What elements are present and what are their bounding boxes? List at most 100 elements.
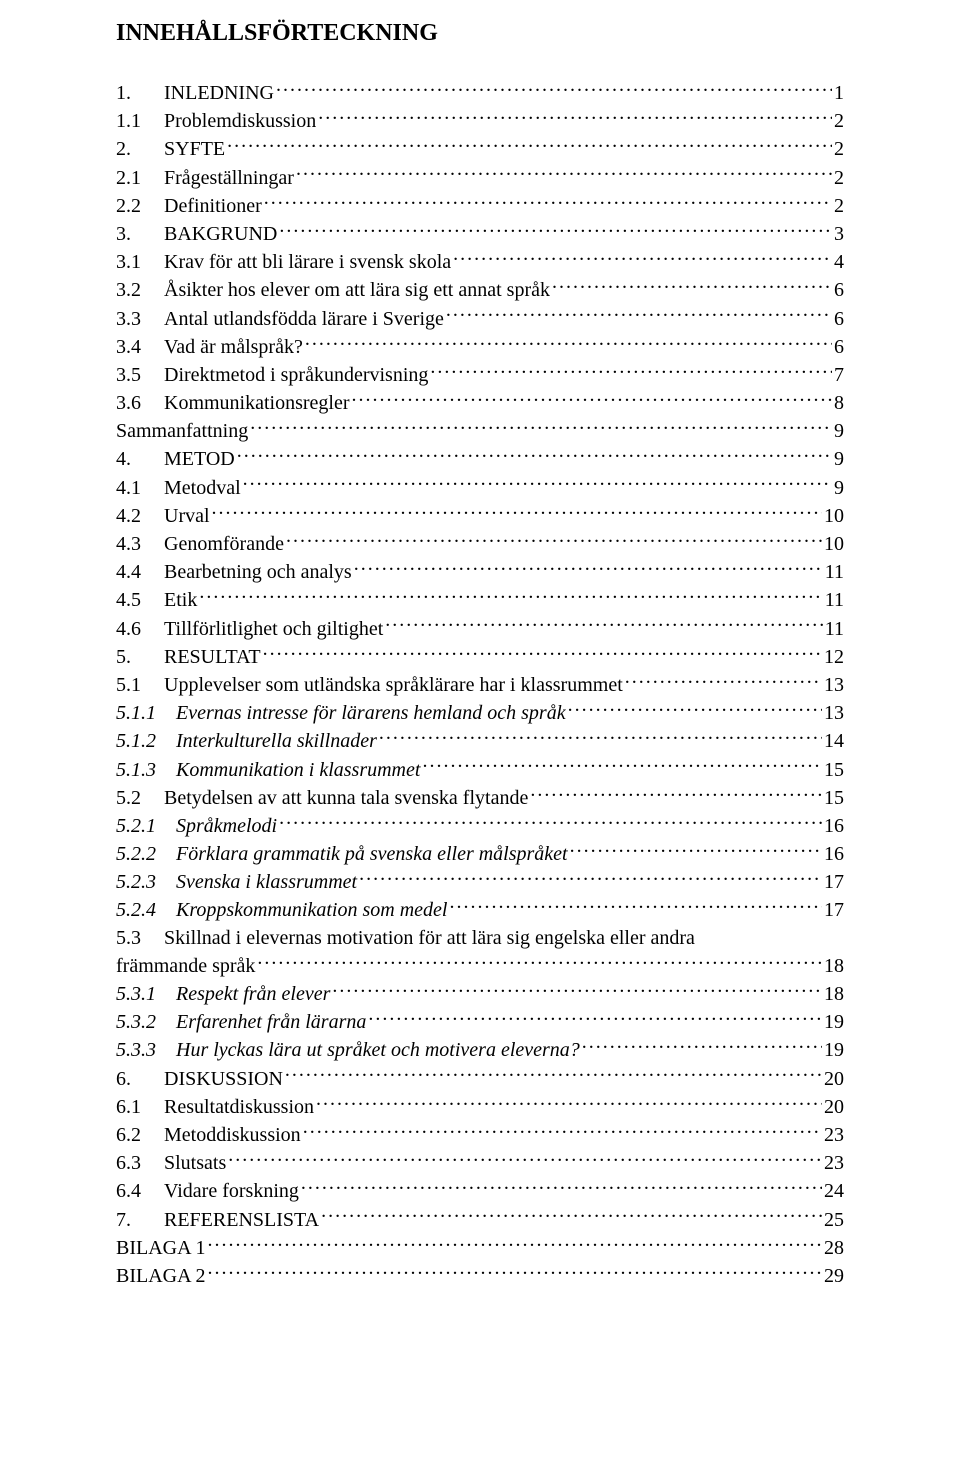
toc-leader	[250, 417, 832, 437]
toc-row: 6.4Vidare forskning 24	[116, 1177, 844, 1205]
toc-row: 5.2.3Svenska i klassrummet17	[116, 868, 844, 896]
toc-leader	[422, 756, 822, 776]
toc-text: Kroppskommunikation som medel	[176, 897, 447, 924]
toc-number: 3.6	[116, 390, 164, 417]
toc-text: Bearbetning och analys	[164, 559, 352, 586]
toc-number: 3.3	[116, 306, 164, 333]
toc-text: Evernas intresse för lärarens hemland oc…	[176, 700, 566, 727]
toc-page: 19	[824, 1037, 844, 1064]
toc-leader	[257, 952, 822, 972]
toc-row: 3.BAKGRUND3	[116, 220, 844, 248]
toc-leader	[332, 980, 822, 1000]
toc-page: 2	[834, 193, 844, 220]
toc-leader	[354, 558, 823, 578]
toc-text: Kommunikationsregler	[164, 390, 350, 417]
toc-number: 5.2	[116, 785, 164, 812]
toc-number: 6.4	[116, 1178, 164, 1205]
toc-row: 6.1Resultatdiskussion20	[116, 1093, 844, 1121]
toc-number: 5.2.4	[116, 897, 176, 924]
toc-text: RESULTAT	[164, 644, 261, 671]
toc-row: 5.2.4Kroppskommunikation som medel17	[116, 896, 844, 924]
toc-page: 11	[825, 559, 844, 586]
toc-number: 7.	[116, 1207, 164, 1234]
toc-page: 10	[824, 531, 844, 558]
toc-text: Skillnad i elevernas motivation för att …	[164, 925, 695, 952]
toc-text: BILAGA 2	[116, 1263, 205, 1290]
toc-text: Åsikter hos elever om att lära sig ett a…	[164, 277, 550, 304]
toc-leader	[352, 389, 832, 409]
toc-row: 3.4Vad är målspråk?6	[116, 333, 844, 361]
toc-leader	[582, 1036, 822, 1056]
toc-leader	[318, 107, 832, 127]
toc-row: 3.1Krav för att bli lärare i svensk skol…	[116, 248, 844, 276]
toc-page: 2	[834, 165, 844, 192]
toc-text: Förklara grammatik på svenska eller måls…	[176, 841, 568, 868]
toc-row: BILAGA 128	[116, 1234, 844, 1262]
toc-number: 6.3	[116, 1150, 164, 1177]
toc-row: 2.1Frågeställningar2	[116, 164, 844, 192]
toc-page: 29	[824, 1263, 844, 1290]
toc-leader	[301, 1177, 822, 1197]
toc-row: 4.6Tillförlitlighet och giltighet11	[116, 615, 844, 643]
toc-page: 13	[824, 672, 844, 699]
toc-number: 4.	[116, 446, 164, 473]
toc-page: 12	[824, 644, 844, 671]
toc-text: Betydelsen av att kunna tala svenska fly…	[164, 785, 528, 812]
toc-page: 13	[824, 700, 844, 727]
toc-page: 14	[824, 728, 844, 755]
toc-text: Resultatdiskussion	[164, 1094, 314, 1121]
toc-leader	[305, 333, 832, 353]
toc-page: 20	[824, 1066, 844, 1093]
toc-page: 25	[824, 1207, 844, 1234]
toc-row: 5.2.2Förklara grammatik på svenska eller…	[116, 840, 844, 868]
toc-page: 10	[824, 503, 844, 530]
toc-number: 5.2.1	[116, 813, 176, 840]
toc-text: INLEDNING	[164, 80, 274, 107]
toc-text: Antal utlandsfödda lärare i Sverige	[164, 306, 444, 333]
toc-row: 6.DISKUSSION20	[116, 1065, 844, 1093]
toc-leader	[285, 1065, 822, 1085]
toc-row: 6.3Slutsats23	[116, 1149, 844, 1177]
page: INNEHÅLLSFÖRTECKNING 1.INLEDNING11.1Prob…	[0, 0, 960, 1476]
toc-text: Vidare forskning	[164, 1178, 299, 1205]
toc-page: 16	[824, 813, 844, 840]
toc-text: Slutsats	[164, 1150, 226, 1177]
toc-leader	[385, 615, 822, 635]
toc-number: 4.1	[116, 475, 164, 502]
toc-page: 17	[824, 869, 844, 896]
toc-page: 18	[824, 981, 844, 1008]
toc-leader	[207, 1234, 822, 1254]
toc-text: SYFTE	[164, 136, 225, 163]
toc-text: Metoddiskussion	[164, 1122, 301, 1149]
toc-leader	[199, 586, 822, 606]
toc-row: 5.1.3Kommunikation i klassrummet15	[116, 756, 844, 784]
toc-page: 15	[824, 785, 844, 812]
toc-text: Sammanfattning	[116, 418, 248, 445]
toc-leader	[446, 305, 832, 325]
toc-text: Vad är målspråk?	[164, 334, 303, 361]
toc-leader	[568, 699, 822, 719]
toc-leader	[243, 474, 832, 494]
toc-text: Definitioner	[164, 193, 262, 220]
toc-page: 9	[834, 418, 844, 445]
toc-leader	[279, 812, 822, 832]
toc-leader	[453, 248, 832, 268]
toc-text: Upplevelser som utländska språklärare ha…	[164, 672, 623, 699]
toc-row: 1.1Problemdiskussion2	[116, 107, 844, 135]
toc-page: 18	[824, 953, 844, 980]
toc-text: Svenska i klassrummet	[176, 869, 357, 896]
toc-number: 5.3.3	[116, 1037, 176, 1064]
toc-page: 24	[824, 1178, 844, 1205]
toc-row: 3.2Åsikter hos elever om att lära sig et…	[116, 276, 844, 304]
toc-number: 3.1	[116, 249, 164, 276]
toc-leader	[379, 727, 822, 747]
toc-row: 5.1.2Interkulturella skillnader14	[116, 727, 844, 755]
toc-number: 1.1	[116, 108, 164, 135]
toc-number: 3.4	[116, 334, 164, 361]
toc-leader	[237, 445, 832, 465]
toc-page: 11	[825, 616, 844, 643]
toc-row: 3.6Kommunikationsregler8	[116, 389, 844, 417]
toc-page: 2	[834, 136, 844, 163]
toc-number: 5.3.1	[116, 981, 176, 1008]
toc-row: 2.2Definitioner2	[116, 192, 844, 220]
